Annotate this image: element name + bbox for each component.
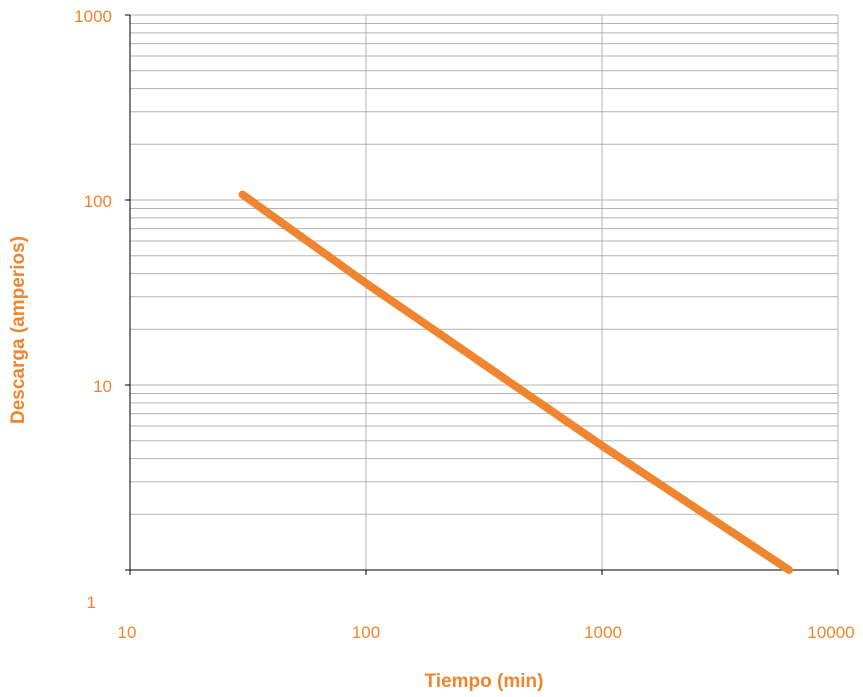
y-tick-label-1000: 1000	[74, 7, 112, 26]
grid	[130, 14, 839, 570]
x-tick-label-10000: 10000	[807, 623, 854, 642]
x-tick-label-10: 10	[118, 623, 137, 642]
y-tick-label-1: 1	[87, 593, 96, 612]
y-axis-title: Descarga (amperios)	[8, 236, 29, 424]
y-tick-label-100: 100	[84, 192, 112, 211]
series-line-1	[238, 190, 793, 574]
x-axis-title: Tiempo (min)	[425, 671, 544, 692]
x-tick-label-1000: 1000	[584, 623, 622, 642]
series	[238, 190, 793, 574]
axes	[125, 14, 839, 575]
y-tick-label-10: 10	[93, 377, 112, 396]
x-tick-label-100: 100	[352, 623, 380, 642]
plot-area	[130, 15, 838, 570]
